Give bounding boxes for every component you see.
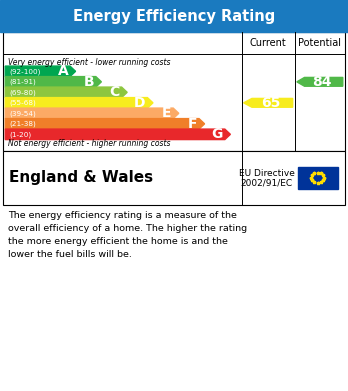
Bar xyxy=(3,32,345,151)
Text: England & Wales: England & Wales xyxy=(9,170,153,185)
Text: 2002/91/EC: 2002/91/EC xyxy=(241,178,293,187)
Text: (1-20): (1-20) xyxy=(9,131,32,138)
Text: D: D xyxy=(134,96,146,110)
Text: the more energy efficient the home is and the: the more energy efficient the home is an… xyxy=(8,237,228,246)
Text: A: A xyxy=(57,65,68,78)
Text: lower the fuel bills will be.: lower the fuel bills will be. xyxy=(8,250,132,259)
Text: F: F xyxy=(188,117,197,131)
Text: (92-100): (92-100) xyxy=(9,68,41,75)
Bar xyxy=(298,167,338,189)
Text: 84: 84 xyxy=(313,75,332,89)
Text: (21-38): (21-38) xyxy=(9,120,36,127)
Text: Potential: Potential xyxy=(298,38,341,48)
Text: The energy efficiency rating is a measure of the: The energy efficiency rating is a measur… xyxy=(8,211,237,220)
Bar xyxy=(3,151,345,205)
Polygon shape xyxy=(5,118,205,129)
Polygon shape xyxy=(5,108,179,118)
Text: B: B xyxy=(84,75,94,89)
Text: Not energy efficient - higher running costs: Not energy efficient - higher running co… xyxy=(8,139,170,148)
Text: (55-68): (55-68) xyxy=(9,100,36,106)
Polygon shape xyxy=(5,98,153,108)
Text: EU Directive: EU Directive xyxy=(239,169,295,178)
Text: E: E xyxy=(162,106,172,120)
Bar xyxy=(0,0,348,32)
Polygon shape xyxy=(5,77,101,87)
Polygon shape xyxy=(244,99,293,107)
Polygon shape xyxy=(5,87,127,98)
Text: Current: Current xyxy=(250,38,286,48)
Text: C: C xyxy=(110,85,120,99)
Text: Very energy efficient - lower running costs: Very energy efficient - lower running co… xyxy=(8,57,170,67)
Polygon shape xyxy=(297,77,343,86)
Text: Energy Efficiency Rating: Energy Efficiency Rating xyxy=(73,9,275,23)
Text: G: G xyxy=(212,127,223,141)
Text: (39-54): (39-54) xyxy=(9,110,36,117)
Text: (69-80): (69-80) xyxy=(9,89,36,95)
Polygon shape xyxy=(5,66,76,77)
Text: (81-91): (81-91) xyxy=(9,79,36,85)
Text: overall efficiency of a home. The higher the rating: overall efficiency of a home. The higher… xyxy=(8,224,247,233)
Polygon shape xyxy=(5,129,230,140)
Text: 65: 65 xyxy=(261,96,280,110)
